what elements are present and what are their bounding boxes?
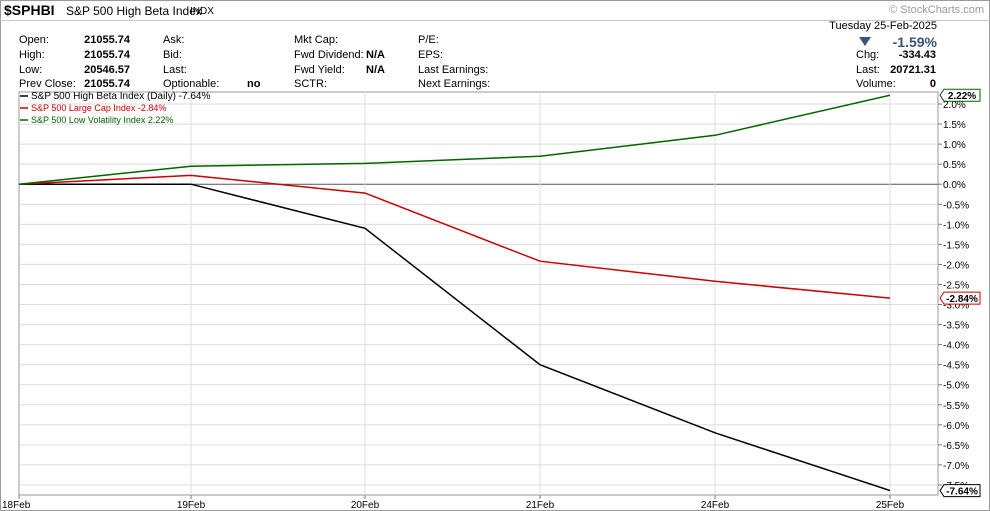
end-value-box — [939, 88, 981, 102]
x-tick-label: 21Feb — [526, 500, 555, 511]
last-earnings-label: Last Earnings: — [418, 64, 489, 76]
y-tick-label: -1.0% — [943, 220, 969, 231]
end-value-label: -7.64% — [946, 487, 978, 498]
series-line — [18, 94, 891, 185]
eps-label: EPS: — [418, 49, 444, 61]
title-bar: $SPHBI S&P 500 High Beta Index INDX © St… — [0, 0, 990, 21]
y-tick-label: -6.5% — [943, 441, 969, 452]
y-tick-label: -2.0% — [943, 260, 969, 271]
x-tick-label: 19Feb — [177, 500, 206, 511]
x-tick-label: 18Feb — [2, 500, 31, 511]
exchange-label: INDX — [190, 6, 214, 17]
fwd-dividend-label: Fwd Dividend: — [294, 49, 364, 61]
ticker-symbol: $SPHBI — [4, 2, 55, 18]
optionable-value: no — [247, 78, 261, 90]
low-value: 20546.57 — [84, 64, 130, 76]
end-value-badge: -7.64% — [939, 484, 981, 498]
change-percent: -1.59% — [892, 34, 937, 50]
y-tick-label: -6.0% — [943, 421, 969, 432]
prev-close-value: 21055.74 — [84, 78, 130, 90]
mkt-cap-label: Mkt Cap: — [294, 34, 339, 46]
series-line — [19, 183, 891, 492]
x-tick-label: 24Feb — [701, 500, 730, 511]
end-value-badge: -2.84% — [939, 291, 981, 305]
y-tick-label: 1.0% — [943, 140, 966, 151]
legend-label: S&P 500 High Beta Index (Daily) -7.64% — [31, 91, 210, 102]
y-tick-label: -0.5% — [943, 200, 969, 211]
y-tick-label: -1.5% — [943, 240, 969, 251]
legend-label: S&P 500 Low Volatility Index 2.22% — [31, 115, 173, 125]
index-name: S&P 500 High Beta Index — [66, 4, 202, 18]
x-tick-label: 25Feb — [876, 500, 905, 511]
sctr-label: SCTR: — [294, 78, 327, 90]
legend-label: S&P 500 Large Cap Index -2.84% — [31, 103, 166, 113]
fwd-yield-value: N/A — [366, 64, 385, 76]
chg-label: Chg: — [856, 49, 880, 61]
y-tick-label: -5.5% — [943, 401, 969, 412]
quote-date: Tuesday 25-Feb-2025 — [829, 20, 937, 32]
y-tick-label: 2.0% — [943, 100, 966, 111]
last-price-label: Last: — [856, 64, 880, 76]
end-value-box — [939, 291, 981, 305]
next-earnings-label: Next Earnings: — [418, 78, 491, 90]
y-tick-label: -5.0% — [943, 381, 969, 392]
optionable-label: Optionable: — [163, 78, 220, 90]
y-tick-label: -4.5% — [943, 361, 969, 372]
y-tick-label: -2.5% — [943, 280, 969, 291]
y-tick-label: 0.0% — [943, 180, 966, 191]
high-label: High: — [19, 49, 45, 61]
end-value-label: 2.22% — [948, 91, 976, 102]
volume-label: Volume: — [856, 78, 896, 90]
pe-label: P/E: — [418, 34, 439, 46]
y-tick-label: -7.0% — [943, 461, 969, 472]
last-price-value: 20721.31 — [890, 64, 936, 76]
end-value-badge: 2.22% — [939, 88, 981, 102]
chg-value: -334.43 — [898, 49, 936, 61]
end-value-box — [939, 484, 981, 498]
open-label: Open: — [19, 34, 49, 46]
volume-value: 0 — [929, 78, 936, 90]
stockcharts-logo: © StockCharts.com — [889, 4, 984, 16]
prev-close-label: Prev Close: — [19, 78, 76, 90]
down-arrow-icon — [859, 37, 871, 46]
y-tick-label: 0.5% — [943, 160, 966, 171]
plot-area — [18, 91, 939, 496]
bid-label: Bid: — [163, 49, 182, 61]
low-label: Low: — [19, 64, 43, 76]
y-tick-label: -4.0% — [943, 341, 969, 352]
ask-label: Ask: — [163, 34, 185, 46]
y-tick-label: 1.5% — [943, 120, 966, 131]
x-tick-label: 20Feb — [351, 500, 380, 511]
fwd-dividend-value: N/A — [366, 49, 385, 61]
end-value-label: -2.84% — [946, 294, 978, 305]
series-line — [18, 174, 891, 299]
fwd-yield-label: Fwd Yield: — [294, 64, 345, 76]
y-tick-label: -3.0% — [943, 301, 969, 312]
last-label: Last: — [163, 64, 187, 76]
open-value: 21055.74 — [84, 34, 130, 46]
high-value: 21055.74 — [84, 49, 130, 61]
y-tick-label: -3.5% — [943, 321, 969, 332]
